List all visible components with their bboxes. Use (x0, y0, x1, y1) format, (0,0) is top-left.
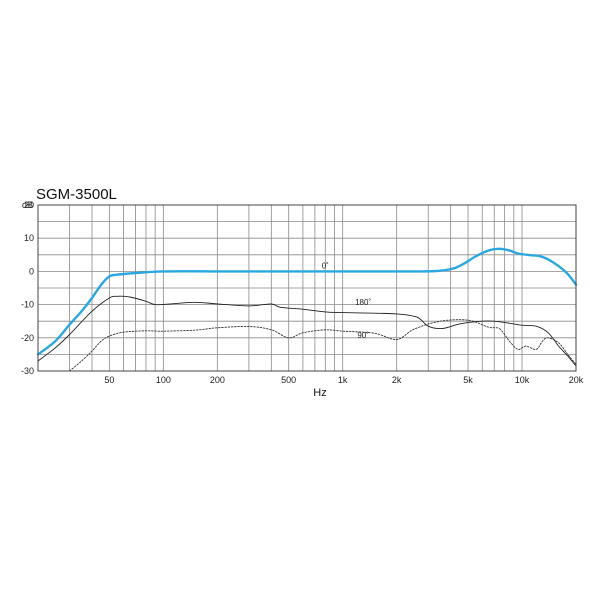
chart-series: 0˚ 180˚ 90˚ (36, 247, 578, 372)
chart-title: SGM-3500L (36, 186, 117, 203)
x-tick-label: 50 (104, 375, 114, 385)
chart-grid (38, 205, 576, 371)
x-tick-label: 2k (392, 375, 402, 385)
x-tick-label: 10k (515, 375, 530, 385)
series-line-0 (36, 247, 578, 356)
y-tick-label: -20 (21, 333, 34, 343)
x-tick-label: 5k (463, 375, 473, 385)
y-axis-label: dB (22, 200, 33, 210)
x-tick-label: 1k (338, 375, 348, 385)
series-line-1 (37, 295, 577, 367)
x-tick-label: 20k (569, 375, 584, 385)
y-tick-label: -10 (21, 300, 34, 310)
series-line-2 (69, 319, 577, 372)
y-tick-label: -30 (21, 366, 34, 376)
x-tick-label: 500 (281, 375, 296, 385)
x-axis-label: Hz (313, 387, 326, 399)
y-tick-label: 20 (24, 200, 34, 210)
x-tick-label: 200 (210, 375, 225, 385)
x-tick-label: 100 (156, 375, 171, 385)
series-label: 0˚ (322, 261, 329, 270)
series-label: 180˚ (355, 298, 371, 307)
y-tick-label: 10 (24, 233, 34, 243)
series-label: 90˚ (357, 331, 369, 340)
y-tick-label: 0 (29, 266, 34, 276)
plot-frame (37, 204, 577, 372)
